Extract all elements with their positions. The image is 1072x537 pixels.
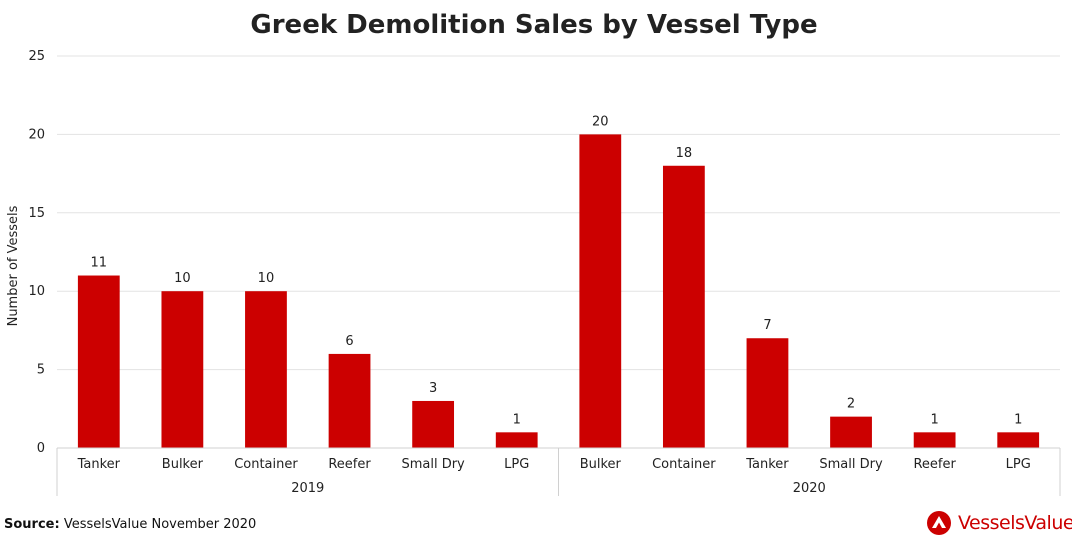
bar-2020-lpg [997,432,1040,448]
data-label: 10 [174,271,191,286]
bar-2019-lpg [495,432,538,448]
y-axis-label: Number of Vessels [6,205,21,326]
logo-text: VesselsValue [958,512,1072,534]
bar-2020-tanker [746,338,789,448]
bar-2019-small-dry [412,400,455,448]
source-note: Source: VesselsValue November 2020 [4,517,256,532]
x-tick-label: Container [652,457,716,472]
x-tick-label: Bulker [162,457,204,472]
x-tick-label: Tanker [77,457,121,472]
y-tick-label: 20 [28,127,45,142]
y-tick-label: 5 [37,363,45,378]
y-tick-label: 10 [28,284,45,299]
group-label: 2020 [793,481,826,496]
group-label: 2019 [291,481,324,496]
bar-2019-bulker [161,291,204,448]
y-tick-label: 15 [28,206,45,221]
x-tick-label: Small Dry [401,457,465,472]
y-tick-label: 0 [37,441,45,456]
x-tick-label: Bulker [580,457,622,472]
bar-2020-bulker [579,134,622,448]
y-tick-label: 25 [28,49,45,64]
bar-2019-container [245,291,287,448]
data-label: 3 [429,381,437,396]
x-tick-label: Container [234,457,298,472]
chart-title: Greek Demolition Sales by Vessel Type [250,10,817,40]
x-tick-label: Tanker [745,457,789,472]
bar-2019-tanker [77,275,120,448]
source-label: Source: [4,517,60,532]
data-label: 18 [676,146,693,161]
x-axis: Tanker Bulker Container Reefer Small Dry LPG B… [56,447,1061,496]
data-label: 6 [345,334,353,349]
data-label: 11 [91,256,108,271]
gridlines: 0 5 10 15 20 25 [28,49,1060,456]
x-tick-label: Reefer [328,457,371,472]
vesselsvalue-logo: VesselsValue [926,509,1072,537]
bar-2020-small-dry [830,416,872,448]
data-label: 2 [847,397,855,412]
source-text: VesselsValue November 2020 [63,517,257,532]
bar-2019-reefer [328,353,371,448]
x-tick-label: LPG [1006,457,1031,472]
bar-2020-container [662,165,705,448]
x-tick-label: LPG [504,457,529,472]
data-label: 10 [258,271,275,286]
data-label: 1 [1014,412,1022,427]
data-label: 7 [763,318,771,333]
data-label: 20 [592,114,609,129]
x-tick-label: Small Dry [819,457,883,472]
bar-2020-reefer [913,432,956,448]
x-tick-label: Reefer [913,457,956,472]
logo-icon [927,511,951,535]
data-label: 1 [930,412,938,427]
data-label: 1 [513,412,521,427]
